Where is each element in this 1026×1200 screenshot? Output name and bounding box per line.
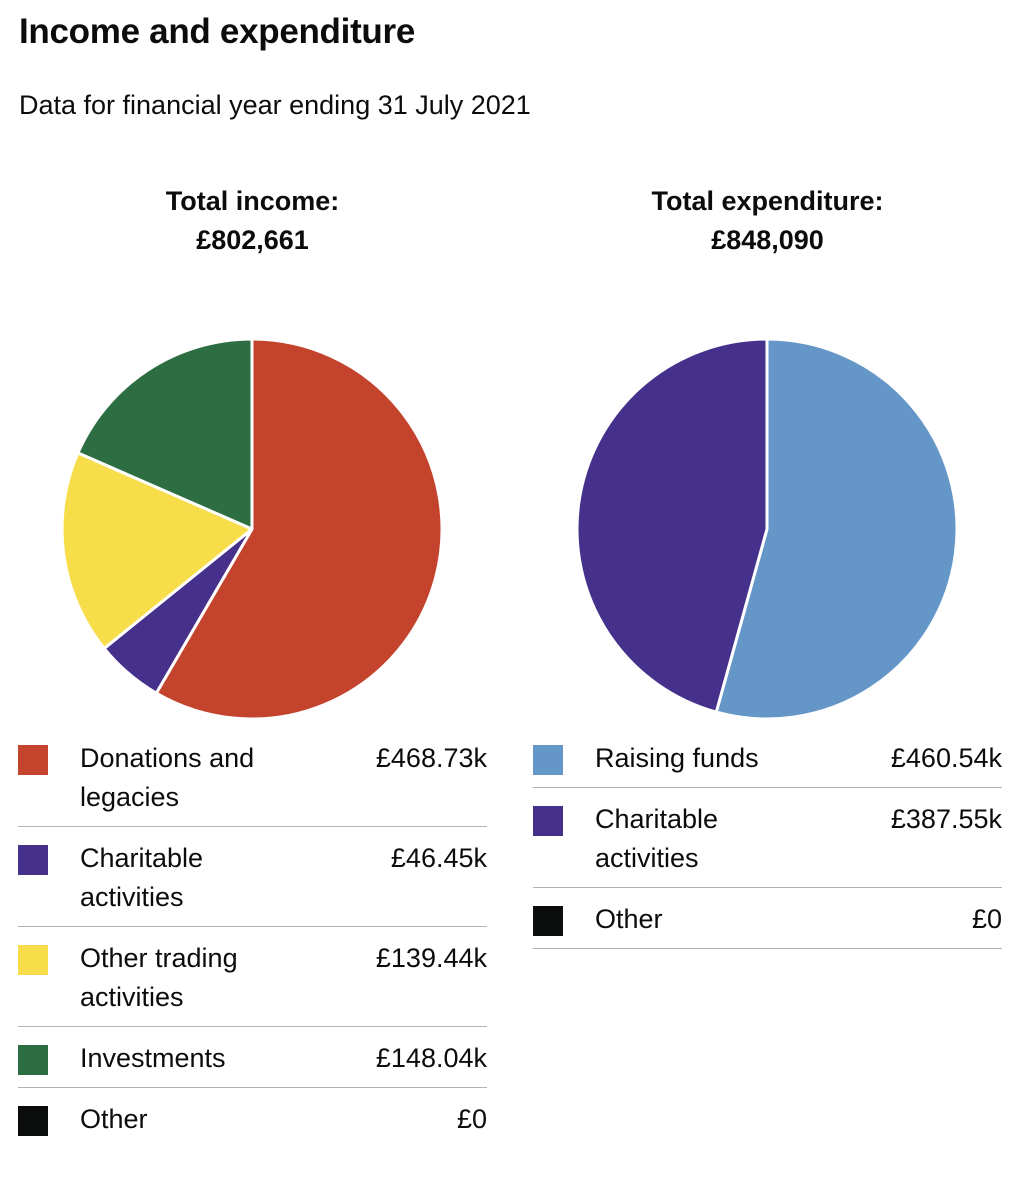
- legend-value: £468.73k: [375, 743, 487, 773]
- income-total-heading: Total income: £802,661: [18, 182, 487, 260]
- legend-swatch: [18, 1045, 48, 1075]
- legend-row: Other £0: [533, 888, 1002, 949]
- pie-slice-other-trading-activities: [60, 451, 254, 650]
- income-pie-chart: [60, 337, 444, 721]
- legend-row: Donations and legacies £468.73k: [18, 727, 487, 827]
- legend-label: Other trading activities: [80, 943, 238, 1012]
- legend-value: £387.55k: [890, 804, 1002, 834]
- expenditure-total-value: £848,090: [711, 225, 824, 255]
- legend-label: Charitable activities: [80, 843, 204, 912]
- legend-value: £139.44k: [375, 943, 487, 973]
- page-subtitle: Data for financial year ending 31 July 2…: [19, 90, 531, 120]
- legend-swatch: [533, 745, 563, 775]
- pie-slice-charitable-activities: [575, 337, 769, 714]
- expenditure-total-label: Total expenditure:: [651, 186, 884, 216]
- income-legend: Donations and legacies £468.73k Charitab…: [18, 727, 487, 1148]
- legend-value: £0: [456, 1104, 487, 1134]
- legend-swatch: [18, 1106, 48, 1136]
- legend-value: £0: [971, 904, 1002, 934]
- expenditure-total-heading: Total expenditure: £848,090: [533, 182, 1002, 260]
- legend-label: Other: [595, 904, 663, 934]
- legend-label: Charitable activities: [595, 804, 719, 873]
- legend-swatch: [533, 806, 563, 836]
- expenditure-pie-chart: [575, 337, 959, 721]
- legend-row: Investments £148.04k: [18, 1027, 487, 1088]
- legend-row: Other £0: [18, 1088, 487, 1148]
- legend-value: £460.54k: [890, 743, 1002, 773]
- legend-swatch: [18, 745, 48, 775]
- pie-slice-raising-funds: [714, 337, 959, 721]
- legend-row: Raising funds £460.54k: [533, 727, 1002, 788]
- legend-row: Other trading activities £139.44k: [18, 927, 487, 1027]
- legend-swatch: [18, 845, 48, 875]
- pie-slice-donations-and-legacies: [154, 337, 444, 721]
- page-title: Income and expenditure: [19, 12, 415, 51]
- expenditure-legend: Raising funds £460.54k Charitable activi…: [533, 727, 1002, 949]
- legend-value: £148.04k: [375, 1043, 487, 1073]
- legend-label: Other: [80, 1104, 148, 1134]
- legend-swatch: [533, 906, 563, 936]
- legend-label: Raising funds: [595, 743, 759, 773]
- income-total-label: Total income:: [165, 186, 340, 216]
- legend-row: Charitable activities £387.55k: [533, 788, 1002, 888]
- pie-slice-investments: [76, 337, 254, 531]
- legend-label: Donations and legacies: [80, 743, 255, 812]
- legend-label: Investments: [80, 1043, 226, 1073]
- legend-swatch: [18, 945, 48, 975]
- legend-row: Charitable activities £46.45k: [18, 827, 487, 927]
- legend-value: £46.45k: [390, 843, 487, 873]
- income-total-value: £802,661: [196, 225, 309, 255]
